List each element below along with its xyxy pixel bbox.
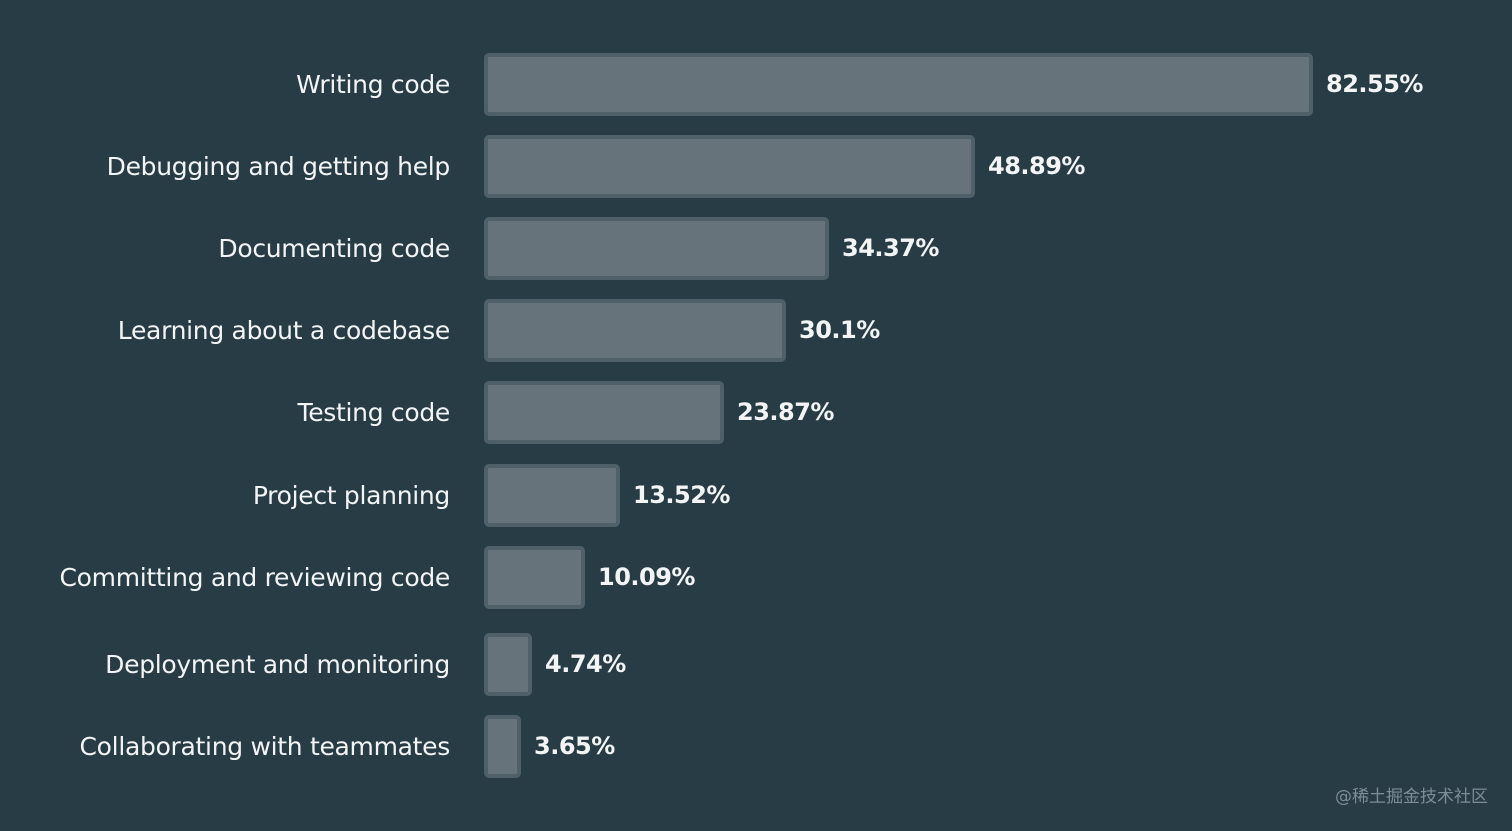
bar-testing-code — [484, 381, 724, 444]
category-label-debugging-and-getting-help: Debugging and getting help — [106, 152, 451, 181]
value-label-collaborating-with-teammates: 3.65% — [534, 732, 615, 760]
value-label-project-planning: 13.52% — [633, 481, 730, 509]
category-label-committing-and-reviewing-code: Committing and reviewing code — [59, 563, 451, 592]
bar-project-planning — [484, 464, 620, 527]
category-label-testing-code: Testing code — [297, 398, 450, 427]
category-label-learning-about-a-codebase: Learning about a codebase — [117, 316, 451, 345]
bar-learning-about-a-codebase — [484, 299, 786, 362]
value-label-learning-about-a-codebase: 30.1% — [799, 316, 880, 344]
value-label-testing-code: 23.87% — [737, 398, 834, 426]
bar-writing-code — [484, 53, 1313, 116]
value-label-committing-and-reviewing-code: 10.09% — [598, 563, 695, 591]
category-label-documenting-code: Documenting code — [218, 234, 450, 263]
value-label-writing-code: 82.55% — [1326, 70, 1423, 98]
category-label-collaborating-with-teammates: Collaborating with teammates — [79, 732, 451, 761]
value-label-deployment-and-monitoring: 4.74% — [545, 650, 626, 678]
value-label-debugging-and-getting-help: 48.89% — [988, 152, 1085, 180]
bar-documenting-code — [484, 217, 829, 280]
value-label-documenting-code: 34.37% — [842, 234, 939, 262]
category-label-writing-code: Writing code — [296, 70, 450, 99]
bar-committing-and-reviewing-code — [484, 546, 585, 609]
category-label-project-planning: Project planning — [252, 481, 450, 510]
bar-deployment-and-monitoring — [484, 633, 532, 696]
watermark: @稀土掘金技术社区 — [1335, 787, 1488, 807]
bar-collaborating-with-teammates — [484, 715, 521, 778]
bar-debugging-and-getting-help — [484, 135, 975, 198]
category-label-deployment-and-monitoring: Deployment and monitoring — [105, 650, 450, 679]
